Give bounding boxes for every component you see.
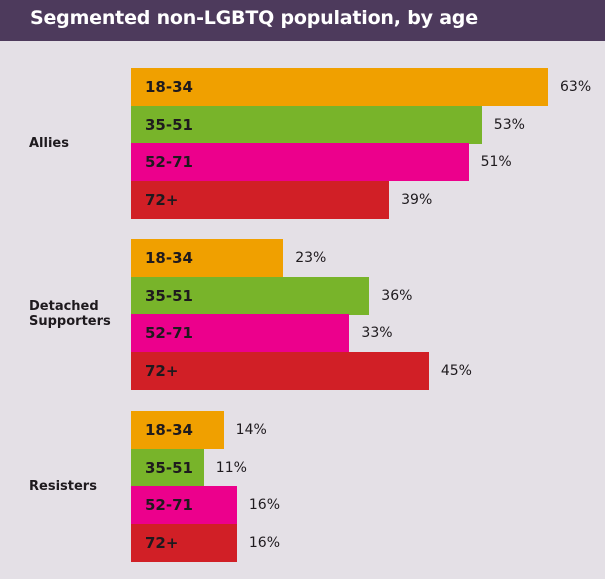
bar: 52-71 bbox=[131, 314, 350, 353]
bar-label: 52-71 bbox=[145, 324, 193, 343]
group-label: Detached Supporters bbox=[29, 299, 111, 330]
bar: 18-34 bbox=[131, 411, 224, 449]
bar: 72+ bbox=[131, 351, 429, 390]
bar-label: 18-34 bbox=[145, 421, 193, 439]
bar: 52-71 bbox=[131, 486, 237, 525]
data-label: 36% bbox=[381, 287, 413, 304]
data-label: 63% bbox=[560, 79, 592, 95]
bar: 35-51 bbox=[131, 105, 482, 144]
bar-label: 35-51 bbox=[145, 286, 193, 305]
bar-label: 72+ bbox=[145, 361, 179, 380]
bar-label: 18-34 bbox=[145, 249, 193, 267]
bar-label: 72+ bbox=[145, 190, 179, 209]
bar: 52-71 bbox=[131, 143, 469, 182]
data-label: 23% bbox=[295, 250, 327, 266]
bar-label: 35-51 bbox=[145, 115, 193, 134]
bar: 18-34 bbox=[131, 68, 548, 106]
bar: 72+ bbox=[131, 523, 237, 562]
bar: 18-34 bbox=[131, 239, 284, 277]
chart-title: Segmented non-LGBTQ population, by age bbox=[30, 7, 478, 29]
group-label: Resisters bbox=[29, 478, 97, 494]
data-label: 45% bbox=[440, 362, 472, 379]
bar-label: 18-34 bbox=[145, 78, 193, 96]
bar: 35-51 bbox=[131, 448, 204, 487]
bar-label: 52-71 bbox=[145, 153, 193, 172]
data-label: 16% bbox=[248, 497, 281, 514]
bar-label: 72+ bbox=[145, 533, 179, 552]
bar: 72+ bbox=[131, 180, 390, 219]
data-label: 11% bbox=[215, 459, 247, 476]
bar-label: 52-71 bbox=[145, 496, 193, 515]
data-label: 39% bbox=[401, 191, 433, 208]
bar-label: 35-51 bbox=[145, 458, 193, 477]
bar: 35-51 bbox=[131, 276, 370, 315]
data-label: 53% bbox=[493, 116, 525, 133]
data-label: 14% bbox=[235, 422, 267, 438]
title-bar: Segmented non-LGBTQ population, by age bbox=[0, 0, 605, 41]
data-label: 33% bbox=[361, 325, 393, 342]
group-label: Allies bbox=[29, 135, 69, 151]
data-label: 51% bbox=[480, 154, 512, 171]
data-label: 16% bbox=[248, 534, 281, 551]
